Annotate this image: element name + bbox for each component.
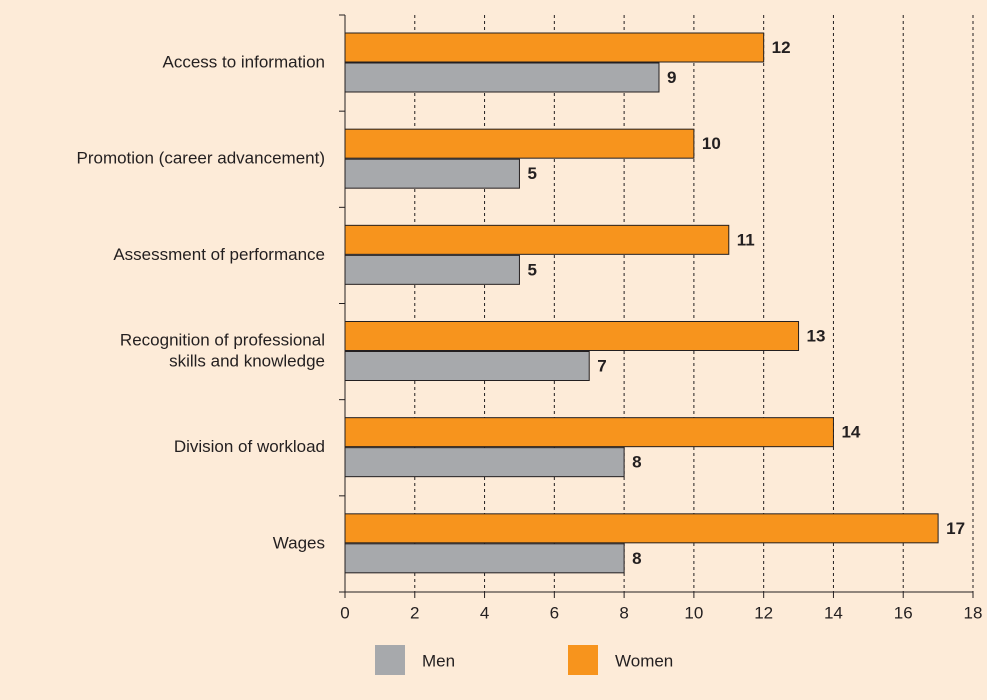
y-tick-label: Recognition of professional skills and kn… — [120, 331, 325, 371]
bar — [344, 543, 625, 574]
value-label: 8 — [632, 453, 641, 472]
bar — [344, 321, 800, 351]
bar — [344, 224, 730, 255]
label-line: Recognition of professional — [120, 331, 325, 350]
x-tick-label: 18 — [964, 603, 983, 622]
x-tick-label: 0 — [340, 603, 349, 622]
bar — [344, 128, 695, 159]
y-tick-label: Division of workload — [174, 437, 325, 456]
value-label: 5 — [527, 260, 536, 279]
legend-label: Women — [615, 651, 673, 670]
x-tick-label: 4 — [480, 603, 489, 622]
value-label: 14 — [841, 423, 860, 442]
x-tick-label: 10 — [684, 603, 703, 622]
value-label: 17 — [946, 519, 965, 538]
bar — [344, 62, 660, 93]
bar — [344, 513, 939, 544]
bar — [344, 32, 765, 63]
bar — [344, 158, 520, 189]
value-label: 13 — [807, 326, 826, 345]
x-tick-label: 2 — [410, 603, 419, 622]
y-tick-label: Access to information — [162, 53, 325, 72]
y-tick-label: Assessment of performance — [113, 245, 325, 264]
bar — [344, 351, 590, 381]
x-tick-label: 8 — [619, 603, 628, 622]
value-label: 9 — [667, 68, 676, 87]
x-tick-label: 16 — [894, 603, 913, 622]
bar — [344, 254, 520, 285]
x-tick-label: 14 — [824, 603, 843, 622]
label-line: skills and knowledge — [169, 352, 325, 371]
value-label: 7 — [597, 356, 606, 375]
x-tick-label: 12 — [754, 603, 773, 622]
legend-swatch — [568, 645, 598, 675]
value-label: 5 — [527, 164, 536, 183]
x-tick-label: 6 — [550, 603, 559, 622]
value-label: 10 — [702, 134, 721, 153]
legend-swatch — [375, 645, 405, 675]
value-label: 8 — [632, 549, 641, 568]
legend-label: Men — [422, 651, 455, 670]
bar — [344, 447, 625, 478]
value-label: 12 — [772, 38, 791, 57]
value-label: 11 — [737, 230, 755, 249]
bar — [344, 417, 834, 448]
y-tick-label: Wages — [273, 533, 325, 552]
y-tick-label: Promotion (career advancement) — [76, 149, 325, 168]
